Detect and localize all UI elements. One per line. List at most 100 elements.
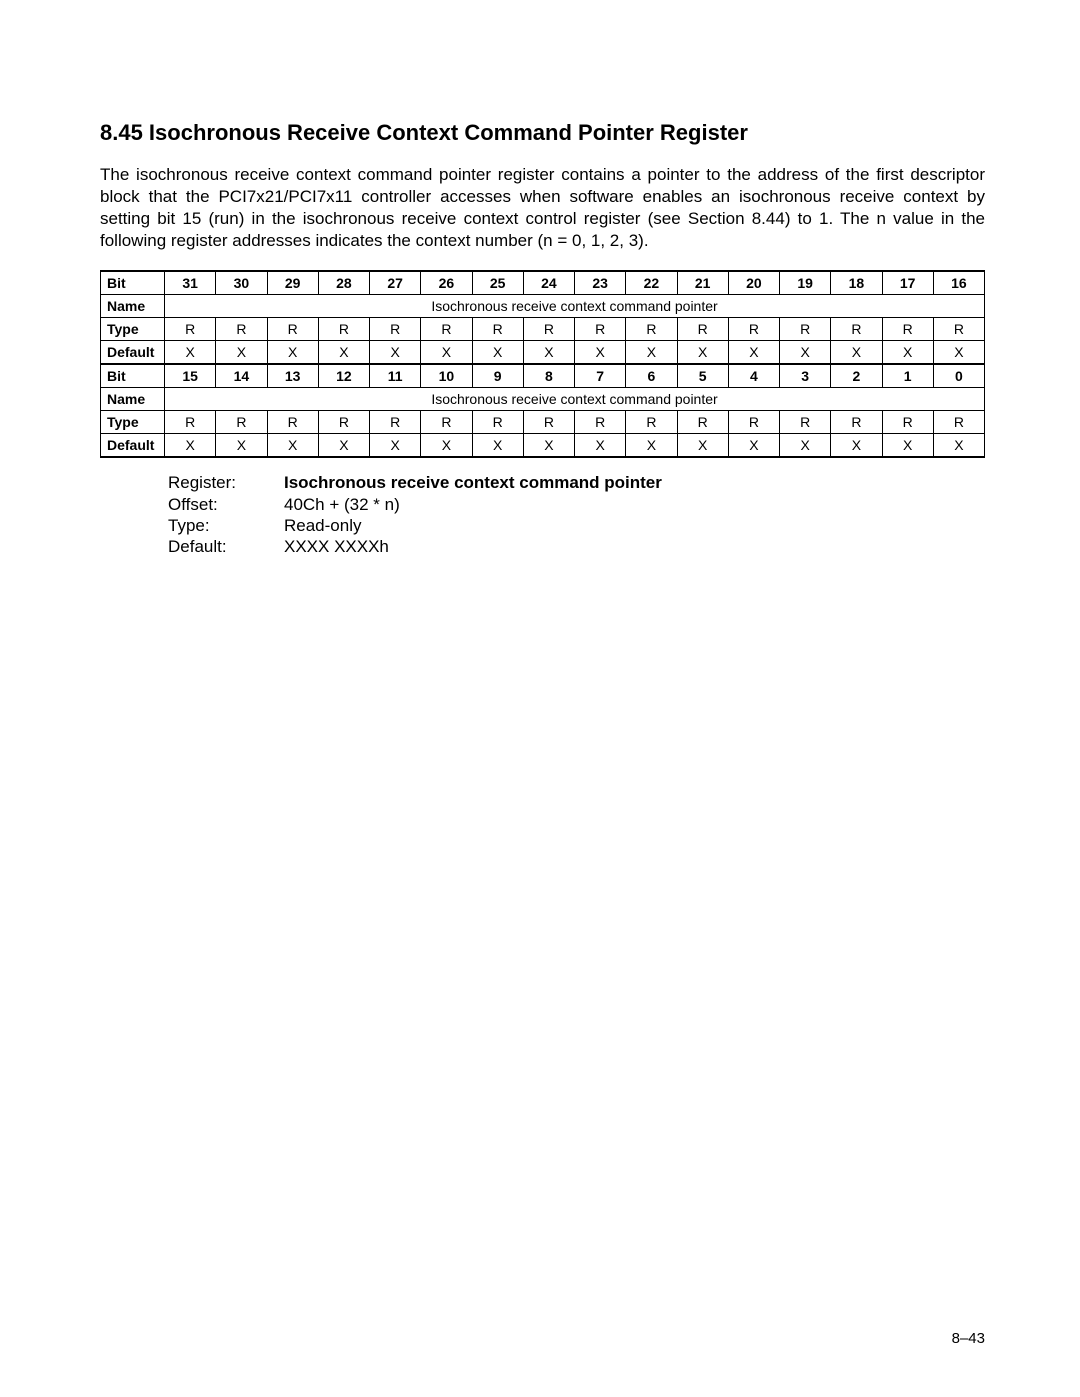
default-cell: X xyxy=(421,341,472,365)
bit-cell: 30 xyxy=(216,271,267,295)
type-cell: R xyxy=(831,318,882,341)
summary-label: Offset: xyxy=(168,494,284,515)
bit-cell: 5 xyxy=(677,364,728,388)
table-row: Default X X X X X X X X X X X X X X X X xyxy=(101,434,985,458)
default-cell: X xyxy=(780,434,831,458)
default-cell: X xyxy=(267,434,318,458)
bit-cell: 17 xyxy=(882,271,933,295)
type-cell: R xyxy=(728,318,779,341)
default-cell: X xyxy=(472,434,523,458)
bit-cell: 22 xyxy=(626,271,677,295)
bit-cell: 18 xyxy=(831,271,882,295)
type-cell: R xyxy=(882,318,933,341)
bit-cell: 3 xyxy=(780,364,831,388)
type-cell: R xyxy=(677,318,728,341)
type-cell: R xyxy=(421,411,472,434)
default-cell: X xyxy=(626,341,677,365)
row-label-default: Default xyxy=(101,434,165,458)
default-cell: X xyxy=(575,434,626,458)
bit-cell: 13 xyxy=(267,364,318,388)
bit-field-table: Bit 31 30 29 28 27 26 25 24 23 22 21 20 … xyxy=(100,270,985,458)
bit-cell: 0 xyxy=(933,364,984,388)
bit-cell: 28 xyxy=(318,271,369,295)
default-cell: X xyxy=(882,434,933,458)
row-label-default: Default xyxy=(101,341,165,365)
bit-cell: 15 xyxy=(165,364,216,388)
default-cell: X xyxy=(831,341,882,365)
default-cell: X xyxy=(677,341,728,365)
type-cell: R xyxy=(370,318,421,341)
summary-row-default: Default: XXXX XXXXh xyxy=(168,536,985,557)
row-label-bit: Bit xyxy=(101,364,165,388)
type-cell: R xyxy=(165,318,216,341)
summary-row-type: Type: Read-only xyxy=(168,515,985,536)
name-span-cell: Isochronous receive context command poin… xyxy=(165,388,985,411)
default-cell: X xyxy=(318,341,369,365)
type-cell: R xyxy=(370,411,421,434)
bit-cell: 23 xyxy=(575,271,626,295)
type-cell: R xyxy=(677,411,728,434)
page-number: 8–43 xyxy=(952,1330,985,1347)
default-cell: X xyxy=(216,434,267,458)
type-cell: R xyxy=(472,318,523,341)
bit-cell: 1 xyxy=(882,364,933,388)
bit-cell: 4 xyxy=(728,364,779,388)
default-cell: X xyxy=(165,341,216,365)
default-cell: X xyxy=(523,341,574,365)
bit-cell: 19 xyxy=(780,271,831,295)
bit-cell: 16 xyxy=(933,271,984,295)
page: 8.45 Isochronous Receive Context Command… xyxy=(0,0,1080,1397)
summary-row-register: Register: Isochronous receive context co… xyxy=(168,472,985,493)
type-cell: R xyxy=(780,318,831,341)
bit-cell: 27 xyxy=(370,271,421,295)
type-cell: R xyxy=(831,411,882,434)
type-cell: R xyxy=(626,411,677,434)
bit-cell: 20 xyxy=(728,271,779,295)
table-row: Name Isochronous receive context command… xyxy=(101,388,985,411)
summary-label: Type: xyxy=(168,515,284,536)
bit-cell: 10 xyxy=(421,364,472,388)
row-label-type: Type xyxy=(101,318,165,341)
bit-cell: 29 xyxy=(267,271,318,295)
default-cell: X xyxy=(216,341,267,365)
default-cell: X xyxy=(831,434,882,458)
bit-cell: 11 xyxy=(370,364,421,388)
bit-cell: 31 xyxy=(165,271,216,295)
table-row: Default X X X X X X X X X X X X X X X X xyxy=(101,341,985,365)
summary-value-type: Read-only xyxy=(284,515,362,536)
default-cell: X xyxy=(370,341,421,365)
bit-cell: 8 xyxy=(523,364,574,388)
default-cell: X xyxy=(472,341,523,365)
type-cell: R xyxy=(575,318,626,341)
type-cell: R xyxy=(267,318,318,341)
type-cell: R xyxy=(216,318,267,341)
default-cell: X xyxy=(728,434,779,458)
bit-cell: 9 xyxy=(472,364,523,388)
type-cell: R xyxy=(933,411,984,434)
type-cell: R xyxy=(626,318,677,341)
type-cell: R xyxy=(165,411,216,434)
bit-cell: 21 xyxy=(677,271,728,295)
row-label-type: Type xyxy=(101,411,165,434)
type-cell: R xyxy=(728,411,779,434)
type-cell: R xyxy=(216,411,267,434)
type-cell: R xyxy=(523,411,574,434)
default-cell: X xyxy=(575,341,626,365)
default-cell: X xyxy=(421,434,472,458)
summary-value-register: Isochronous receive context command poin… xyxy=(284,472,662,493)
default-cell: X xyxy=(165,434,216,458)
bit-cell: 25 xyxy=(472,271,523,295)
type-cell: R xyxy=(780,411,831,434)
type-cell: R xyxy=(523,318,574,341)
bit-cell: 14 xyxy=(216,364,267,388)
type-cell: R xyxy=(421,318,472,341)
register-summary: Register: Isochronous receive context co… xyxy=(168,472,985,557)
bit-cell: 24 xyxy=(523,271,574,295)
summary-label: Default: xyxy=(168,536,284,557)
type-cell: R xyxy=(472,411,523,434)
summary-row-offset: Offset: 40Ch + (32 * n) xyxy=(168,494,985,515)
type-cell: R xyxy=(318,318,369,341)
default-cell: X xyxy=(882,341,933,365)
table-row: Name Isochronous receive context command… xyxy=(101,295,985,318)
default-cell: X xyxy=(933,341,984,365)
